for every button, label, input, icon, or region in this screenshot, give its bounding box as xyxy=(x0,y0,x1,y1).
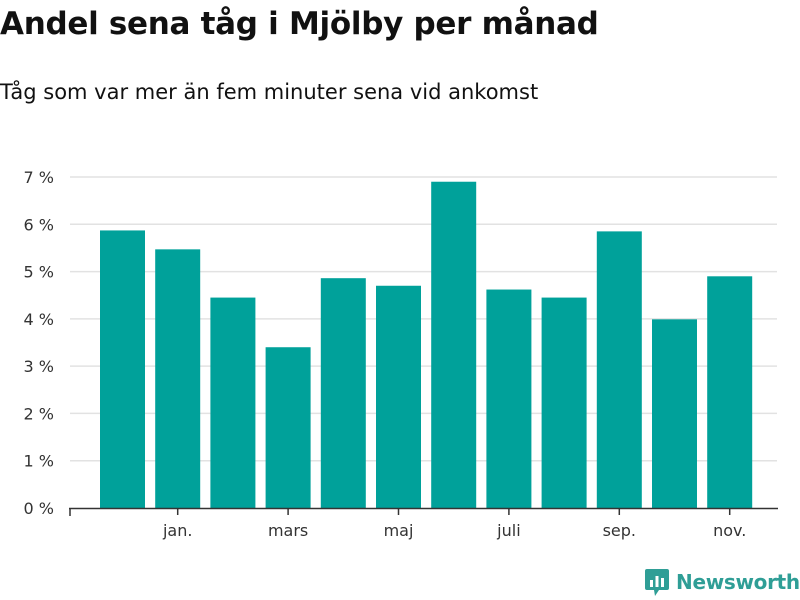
x-tick-label: jan. xyxy=(162,521,192,540)
x-tick-label: maj xyxy=(384,521,414,540)
chart-title: Andel sena tåg i Mjölby per månad xyxy=(0,6,599,42)
y-tick-label: 6 % xyxy=(24,215,54,234)
bar-apr xyxy=(320,278,366,508)
y-tick-label: 2 % xyxy=(24,404,54,423)
bar-maj xyxy=(376,285,421,508)
bar-nov xyxy=(707,276,753,508)
y-tick-label: 0 % xyxy=(24,499,54,518)
bar-mars xyxy=(265,347,311,508)
y-tick-label: 5 % xyxy=(24,263,54,282)
newsworthy-logo-text: Newsworthy xyxy=(676,570,800,594)
y-tick-label: 1 % xyxy=(24,452,54,471)
bar-sep xyxy=(596,231,642,508)
bar-okt xyxy=(652,319,697,508)
y-tick-label: 4 % xyxy=(24,310,54,329)
bar-chart: 0 % 1 % 2 % 3 % 4 % 5 % 6 % 7 % jan. mars maj juli s… xyxy=(24,168,778,540)
x-tick-label: sep. xyxy=(603,521,636,540)
chart-subtitle: Tåg som var mer än fem minuter sena vid … xyxy=(0,80,539,104)
y-tick-label: 3 % xyxy=(24,357,54,376)
bar-feb xyxy=(210,297,256,508)
bar-jan xyxy=(155,249,201,508)
bar-dec xyxy=(100,230,145,508)
x-tick-label: mars xyxy=(268,521,308,540)
y-tick-label: 7 % xyxy=(24,168,54,187)
newsworthy-logo-icon xyxy=(645,569,669,596)
bar-juli xyxy=(486,289,532,508)
bar-aug xyxy=(541,297,587,508)
bars xyxy=(100,181,753,508)
x-tick-label: juli xyxy=(496,521,520,540)
x-tick-label: nov. xyxy=(713,521,746,540)
bar-juni xyxy=(431,181,477,508)
axes: 0 % 1 % 2 % 3 % 4 % 5 % 6 % 7 % jan. mars maj juli s… xyxy=(24,168,778,540)
newsworthy-logo: Newsworthy xyxy=(644,566,800,598)
